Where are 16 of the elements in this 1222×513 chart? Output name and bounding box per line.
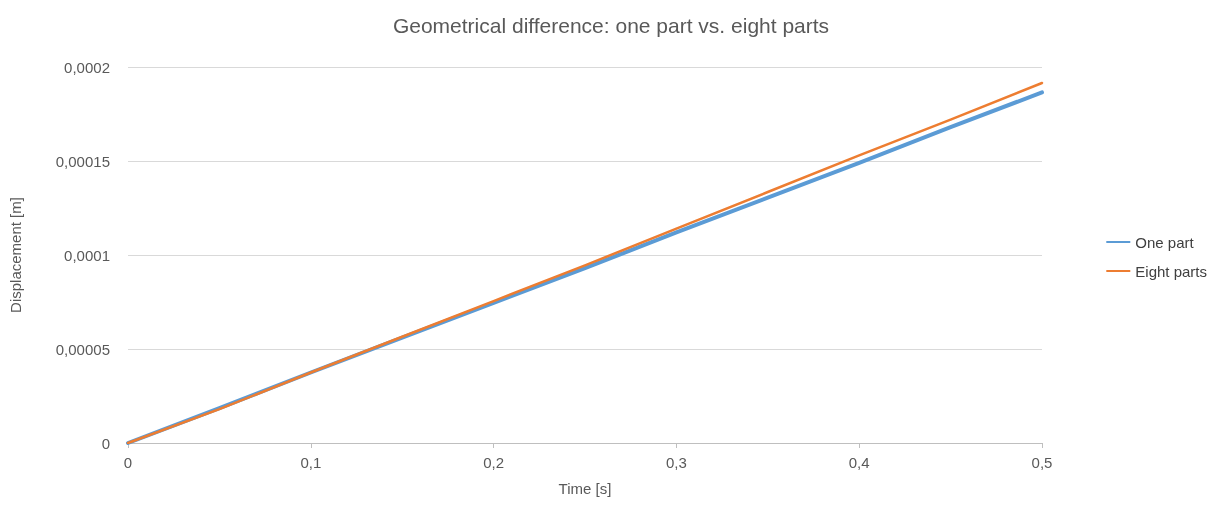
y-tick-label: 0,00015 <box>55 152 110 170</box>
x-tick-label: 0,5 <box>1031 454 1053 471</box>
legend-label: One part <box>1135 233 1195 251</box>
legend-label: Eight parts <box>1135 262 1208 280</box>
y-tick-label: 0 <box>101 434 110 452</box>
x-tick-label: 0,3 <box>665 454 687 471</box>
chart-title: Geometrical difference: one part vs. eight parts <box>392 14 830 37</box>
x-tick-label: 0,1 <box>300 454 322 471</box>
y-tick-label: 0,0001 <box>64 246 110 264</box>
y-axis-title: Displacement [m] <box>7 197 24 313</box>
y-tick-label: 0,00005 <box>55 340 110 358</box>
x-axis-title: Time [s] <box>558 480 612 497</box>
y-tick-label: 0,0002 <box>64 58 110 76</box>
x-tick-label: 0,2 <box>483 454 505 471</box>
x-tick-label: 0 <box>123 454 133 471</box>
x-tick-label: 0,4 <box>848 454 870 471</box>
